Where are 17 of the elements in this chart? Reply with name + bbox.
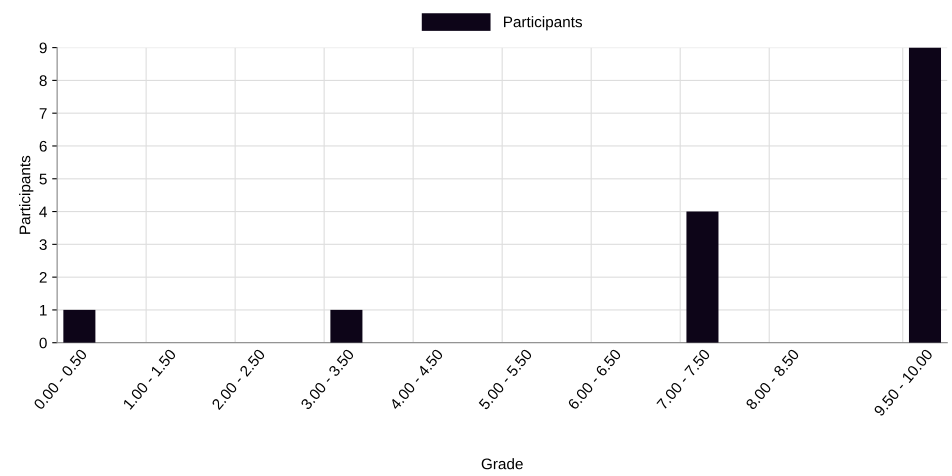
y-tick-label: 0 — [40, 338, 47, 348]
y-tick-label: 3 — [39, 239, 47, 250]
y-axis-title: Participants — [19, 156, 34, 234]
y-tick-label: 8 — [40, 75, 47, 86]
y-tick-label: 2 — [40, 272, 47, 283]
y-tick-label: 4 — [39, 206, 47, 218]
legend-label: Participants — [504, 16, 582, 30]
y-tick-label: 6 — [40, 140, 47, 152]
x-axis-title: Grade — [482, 458, 523, 470]
y-tick-label: 9 — [40, 42, 47, 54]
bar — [908, 48, 942, 343]
bar — [330, 310, 362, 343]
y-tick-label: 7 — [40, 108, 47, 119]
bar — [63, 310, 96, 343]
y-tick-label: 1 — [40, 304, 47, 316]
bar — [686, 212, 718, 343]
y-tick-label: 5 — [40, 174, 47, 184]
